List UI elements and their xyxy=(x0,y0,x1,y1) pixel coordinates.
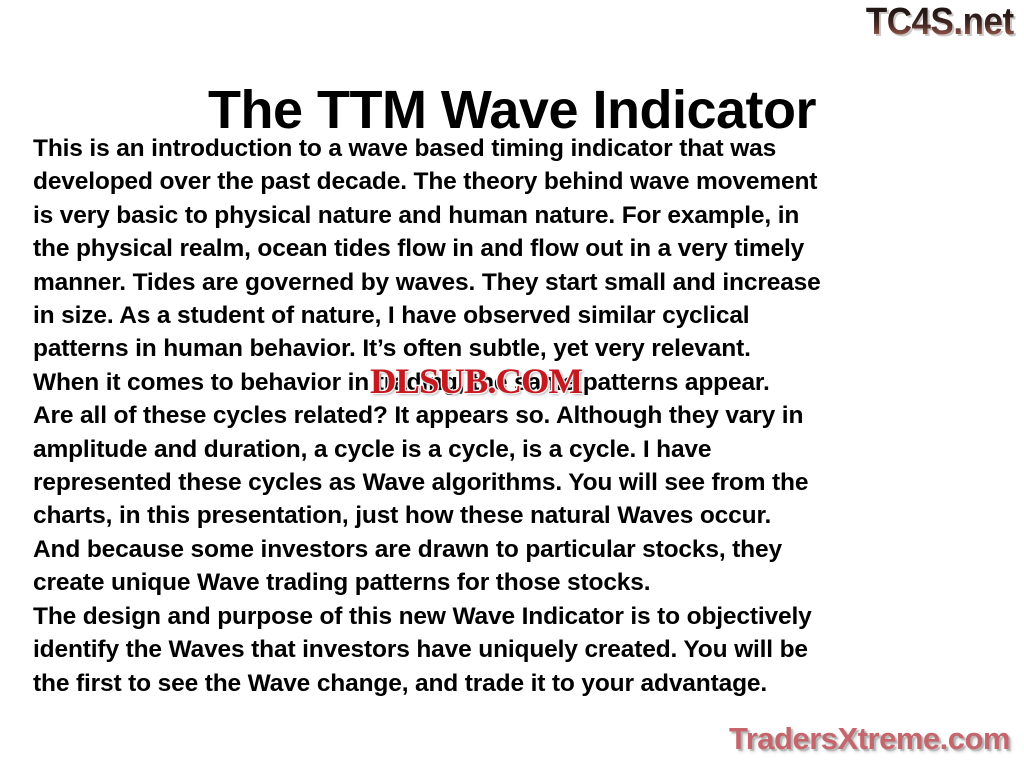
body-line: And because some investors are drawn to … xyxy=(33,535,782,563)
tradersxtreme-logo-text: TradersXtreme.com xyxy=(727,720,1012,757)
dlsub-watermark: DLSUB.COM xyxy=(369,361,585,402)
body-line: The design and purpose of this new Wave … xyxy=(33,602,812,630)
tc4s-logo-shadow: TC4S.net xyxy=(868,4,1016,44)
body-paragraph: This is an introduction to a wave based … xyxy=(33,132,991,700)
slide-title: The TTM Wave Indicator xyxy=(207,80,817,141)
body-line: developed over the past decade. The theo… xyxy=(33,168,818,196)
body-line: When it comes to behavior in trading, th… xyxy=(33,368,770,396)
body-line: This is an introduction to a wave based … xyxy=(33,135,777,162)
body-line: manner. Tides are governed by waves. The… xyxy=(33,268,821,296)
body-line: the first to see the Wave change, and tr… xyxy=(33,669,768,697)
slide-body-text: This is an introduction to a wave based … xyxy=(33,132,991,700)
body-line: patterns in human behavior. It’s often s… xyxy=(33,335,751,363)
body-line: in size. As a student of nature, I have … xyxy=(33,302,750,330)
body-line: Are all of these cycles related? It appe… xyxy=(33,402,804,430)
body-line: charts, in this presentation, just how t… xyxy=(33,502,772,530)
body-line: represented these cycles as Wave algorit… xyxy=(33,469,809,497)
tradersxtreme-logo: TradersXtreme.com xyxy=(727,720,1012,757)
body-line: identify the Waves that investors have u… xyxy=(33,636,808,664)
body-line: create unique Wave trading patterns for … xyxy=(33,569,651,597)
tc4s-net-logo: TC4S.net xyxy=(866,1,1014,43)
body-line: the physical realm, ocean tides flow in … xyxy=(33,235,805,263)
body-line: amplitude and duration, a cycle is a cyc… xyxy=(33,435,712,463)
body-line: is very basic to physical nature and hum… xyxy=(33,201,800,229)
